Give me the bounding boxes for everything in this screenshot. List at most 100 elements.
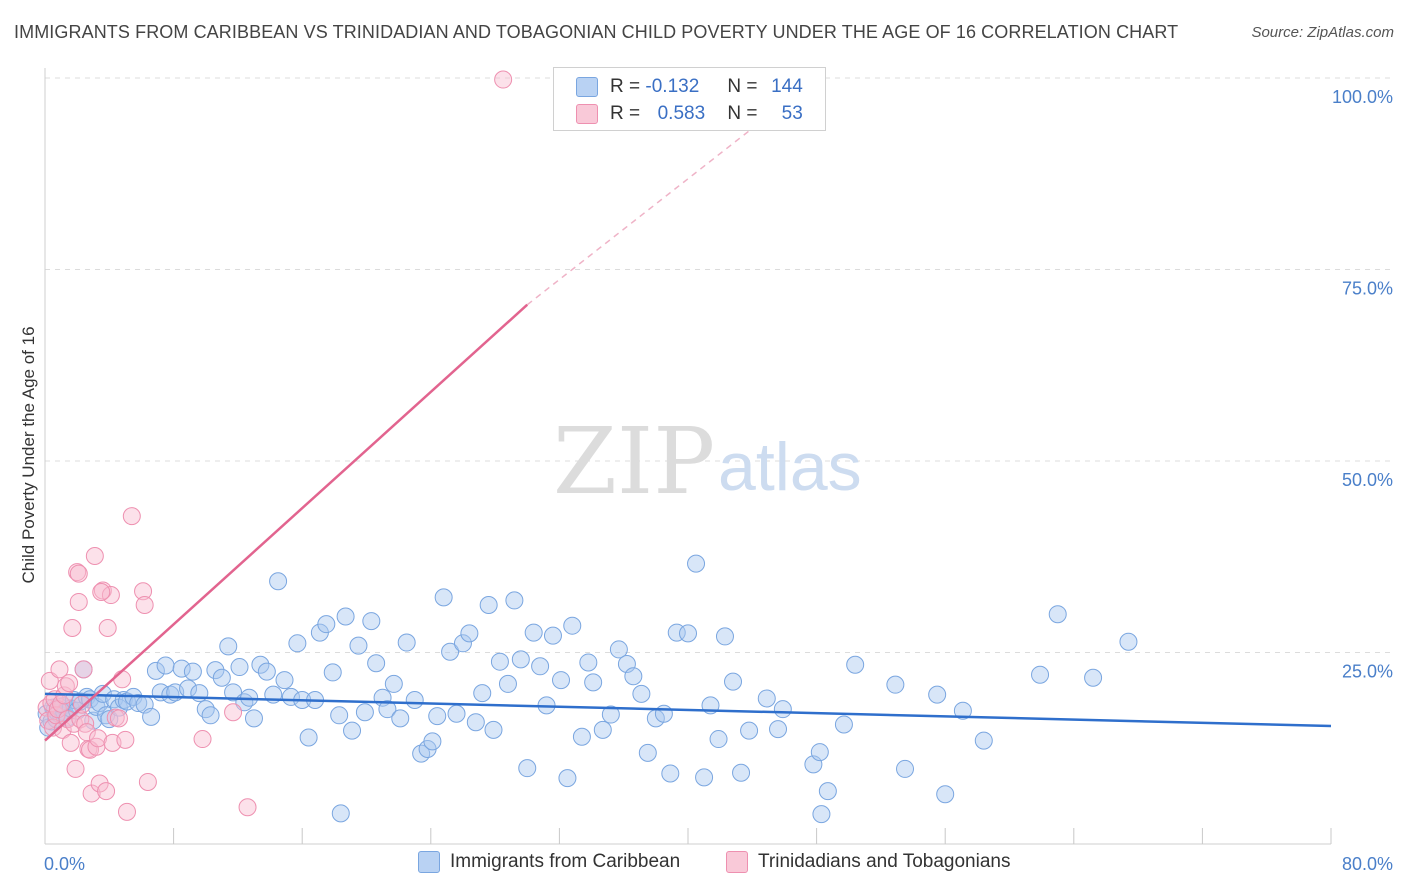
data-point: [257, 662, 276, 681]
y-tick-label: 50.0%: [1342, 470, 1393, 490]
data-point: [601, 705, 620, 724]
data-point: [69, 564, 88, 583]
data-point: [212, 668, 231, 687]
data-point: [343, 721, 362, 740]
data-point: [90, 774, 109, 793]
data-point: [928, 685, 947, 704]
data-point: [66, 759, 85, 778]
data-point: [441, 642, 460, 661]
data-point: [518, 759, 537, 778]
data-point: [288, 634, 307, 653]
data-point: [397, 633, 416, 652]
data-point: [129, 694, 148, 713]
data-point: [479, 596, 498, 615]
legend-r-value-caribbean: -0.132: [645, 76, 700, 97]
data-point: [695, 768, 714, 787]
data-point: [896, 759, 915, 778]
data-point: [769, 720, 788, 739]
data-point: [85, 546, 104, 565]
legend-swatch-caribbean: [418, 851, 440, 873]
data-point: [593, 720, 612, 739]
watermark-zip: ZIP: [553, 408, 715, 515]
data-point: [362, 612, 381, 631]
trend-lines: [44, 77, 1332, 742]
data-point: [757, 689, 776, 708]
legend-n-value-trinidadian: 53: [781, 103, 803, 124]
data-point: [563, 616, 582, 635]
data-point: [1119, 632, 1138, 651]
data-point: [74, 660, 93, 679]
x-tick-label: 0.0%: [44, 854, 85, 874]
data-point: [953, 701, 972, 720]
data-point: [317, 615, 336, 634]
data-point: [89, 729, 108, 748]
data-point: [974, 731, 993, 750]
data-point: [92, 582, 111, 601]
data-point: [466, 713, 485, 732]
data-point: [732, 763, 751, 782]
data-point: [134, 582, 153, 601]
correlation-legend: R = -0.132 N = 144 R = 0.583 N = 53: [553, 67, 826, 131]
data-point: [161, 685, 180, 704]
data-point: [331, 804, 350, 823]
grid-lines: [45, 77, 1392, 653]
data-point: [490, 652, 509, 671]
data-point: [1084, 668, 1103, 687]
data-point: [709, 730, 728, 749]
data-point: [138, 772, 157, 791]
data-point: [579, 653, 598, 672]
data-point: [113, 670, 132, 689]
series-legend: Immigrants from Caribbean Trinidadians a…: [0, 851, 1406, 877]
legend-r-label: R =: [610, 103, 641, 124]
legend-n-value-caribbean: 144: [771, 76, 803, 97]
data-point: [98, 618, 117, 637]
data-point: [275, 671, 294, 690]
legend-row-caribbean: R = -0.132 N = 144: [576, 75, 803, 99]
data-point: [146, 661, 165, 680]
data-point: [172, 659, 191, 678]
data-point: [624, 667, 643, 686]
data-point: [72, 695, 91, 714]
data-point: [116, 730, 135, 749]
data-point: [654, 704, 673, 723]
watermark-atlas: atlas: [718, 429, 862, 505]
data-point: [97, 782, 116, 801]
tick-labels: 100.0% 75.0% 50.0% 25.0% 0.0% 80.0%: [44, 87, 1393, 874]
data-point: [238, 798, 257, 817]
data-point: [378, 700, 397, 719]
data-point: [196, 700, 215, 719]
y-tick-label: 25.0%: [1342, 662, 1393, 682]
data-point: [453, 634, 472, 653]
data-point: [524, 623, 543, 642]
data-point: [834, 715, 853, 734]
data-point: [50, 660, 69, 679]
data-point: [384, 674, 403, 693]
data-point: [434, 588, 453, 607]
data-point: [609, 640, 628, 659]
trend-line-caribbean: [44, 692, 1332, 728]
data-point: [505, 591, 524, 610]
data-point: [773, 700, 792, 719]
y-axis-title: Child Poverty Under the Age of 16: [19, 326, 38, 583]
legend-r-value-trinidadian: 0.583: [657, 103, 706, 124]
data-point: [447, 704, 466, 723]
x-tick-label: 80.0%: [1342, 854, 1393, 874]
data-point: [511, 650, 530, 669]
legend-item-caribbean[interactable]: Immigrants from Caribbean: [418, 851, 680, 873]
legend-item-trinidadian[interactable]: Trinidadians and Tobagonians: [726, 851, 1010, 873]
data-point: [142, 707, 161, 726]
data-point: [336, 607, 355, 626]
data-point: [251, 655, 270, 674]
data-point: [494, 70, 513, 89]
data-point: [224, 683, 243, 702]
data-point: [355, 703, 374, 722]
data-point: [299, 728, 318, 747]
data-point: [740, 721, 759, 740]
data-point: [846, 655, 865, 674]
data-point: [543, 626, 562, 645]
data-point: [117, 692, 136, 711]
data-point: [122, 507, 141, 526]
legend-n-label: N =: [727, 76, 758, 97]
axes: [44, 68, 1332, 845]
